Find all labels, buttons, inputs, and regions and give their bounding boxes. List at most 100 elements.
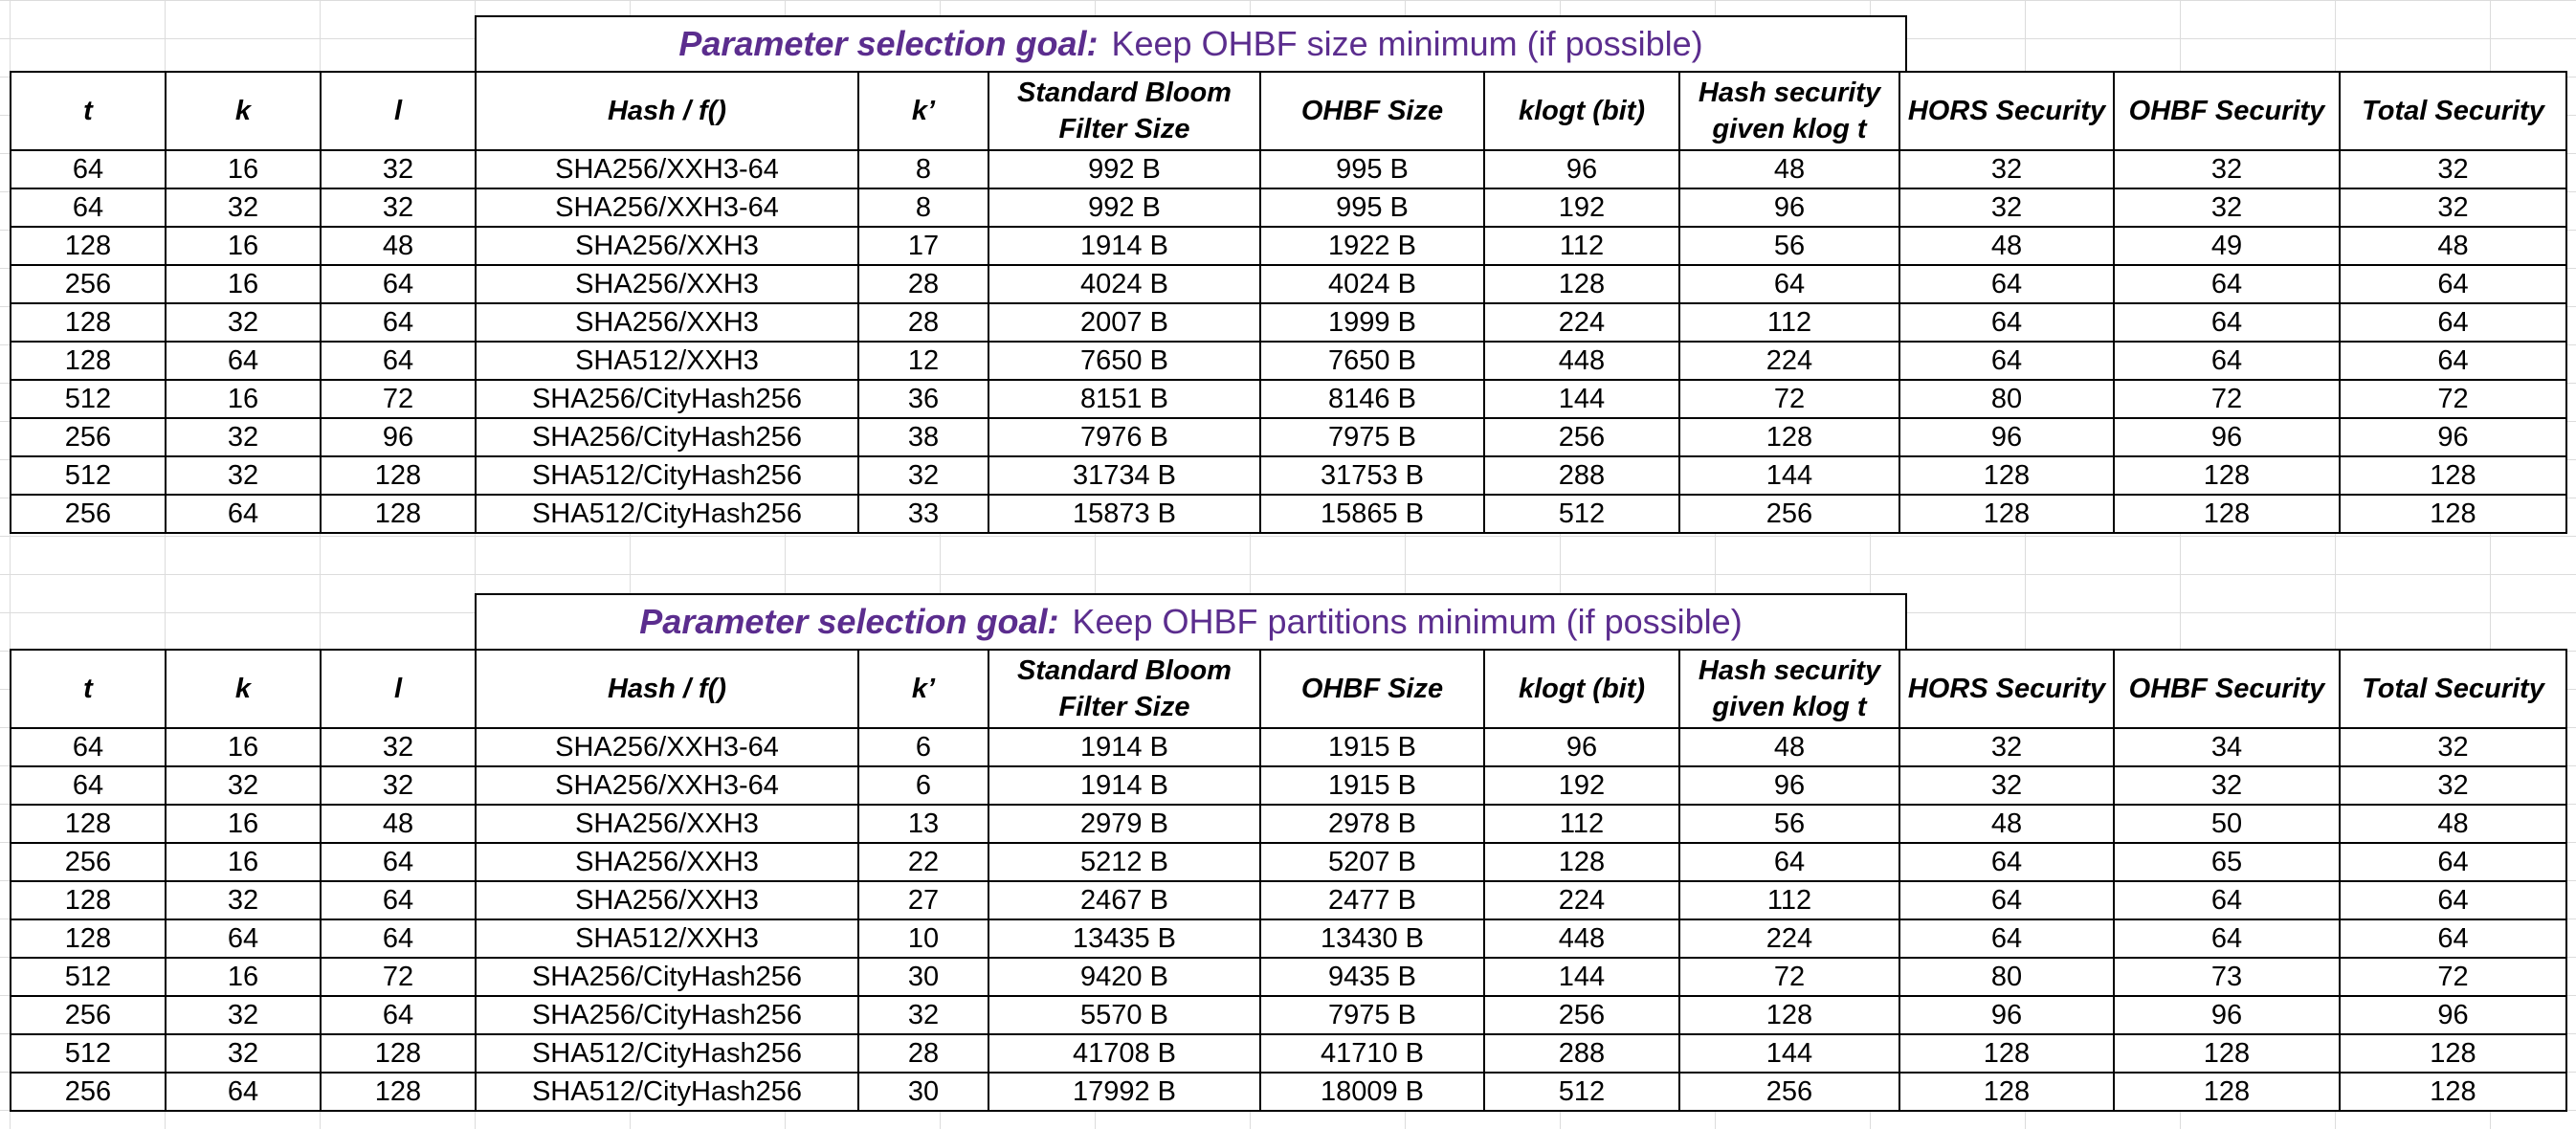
table-cell: 64: [1678, 264, 1900, 304]
table-cell: 64: [1899, 302, 2115, 343]
table-cell: 64: [1899, 264, 2115, 304]
table-cell: 32: [1899, 727, 2115, 767]
table-row: 128 32 64 SHA256/XXH3 27 2467 B 2477 B 224 112 64…: [10, 880, 2567, 920]
table-cell: 96: [2339, 417, 2567, 457]
table-cell: 72: [2339, 957, 2567, 997]
table-cell: 1915 B: [1259, 765, 1485, 806]
table-cell: 96: [2339, 995, 2567, 1035]
table-cell: 96: [1483, 727, 1680, 767]
table-cell: 12: [857, 341, 989, 381]
table-row: 128 64 64 SHA512/XXH3 12 7650 B 7650 B 448 224 64…: [10, 341, 2567, 381]
goal-label: Parameter selection goal:: [639, 602, 1059, 641]
table-cell: 48: [1899, 804, 2115, 844]
table-cell: 7650 B: [988, 341, 1261, 381]
column-header: klogt (bit): [1483, 71, 1680, 151]
table-cell: 192: [1483, 765, 1680, 806]
table-cell: 128: [1483, 842, 1680, 882]
table-cell: 32: [1899, 188, 2115, 228]
table-cell: 256: [10, 1072, 167, 1112]
table-cell: SHA512/CityHash256: [475, 494, 859, 534]
table-cell: 128: [2339, 1072, 2567, 1112]
table-cell: 16: [165, 149, 322, 189]
table-cell: 256: [10, 995, 167, 1035]
table-cell: 15865 B: [1259, 494, 1485, 534]
table-cell: 224: [1483, 880, 1680, 920]
column-header: Standard Bloom Filter Size: [988, 649, 1261, 729]
table-cell: 32: [165, 302, 322, 343]
table-cell: 64: [10, 149, 167, 189]
table-cell: 96: [1899, 417, 2115, 457]
table-cell: 8146 B: [1259, 379, 1485, 419]
table-cell: 17992 B: [988, 1072, 1261, 1112]
table-cell: 7975 B: [1259, 995, 1485, 1035]
table-cell: 32: [2113, 765, 2341, 806]
table-cell: SHA512/CityHash256: [475, 1072, 859, 1112]
table-cell: 2477 B: [1259, 880, 1485, 920]
table-cell: 4024 B: [988, 264, 1261, 304]
table-cell: 128: [2339, 1033, 2567, 1074]
table-cell: 64: [320, 842, 477, 882]
table-cell: 28: [857, 264, 989, 304]
table-cell: 144: [1483, 957, 1680, 997]
table-cell: 1914 B: [988, 765, 1261, 806]
table-cell: 32: [2339, 188, 2567, 228]
table-cell: 13: [857, 804, 989, 844]
table-cell: 64: [320, 995, 477, 1035]
table-cell: 2979 B: [988, 804, 1261, 844]
table-cell: 16: [165, 226, 322, 266]
table-cell: 10: [857, 919, 989, 959]
table-cell: 5570 B: [988, 995, 1261, 1035]
table-cell: 1914 B: [988, 727, 1261, 767]
table-cell: 96: [1483, 149, 1680, 189]
table-cell: 128: [1899, 455, 2115, 496]
table-cell: 32: [165, 1033, 322, 1074]
table-cell: 32: [165, 995, 322, 1035]
table-row: 64 16 32 SHA256/XXH3-64 6 1914 B 1915 B 96 48 32 3…: [10, 727, 2567, 767]
table-cell: 256: [10, 264, 167, 304]
table-cell: 128: [10, 226, 167, 266]
table-cell: 32: [1899, 149, 2115, 189]
table-cell: 72: [320, 379, 477, 419]
table-cell: 56: [1678, 226, 1900, 266]
table-cell: 128: [1899, 494, 2115, 534]
table-cell: 64: [2339, 302, 2567, 343]
table-cell: 49: [2113, 226, 2341, 266]
table-cell: 64: [10, 765, 167, 806]
table-cell: 64: [165, 341, 322, 381]
table-cell: 144: [1678, 455, 1900, 496]
table-cell: 128: [2113, 494, 2341, 534]
column-header: Hash / f(): [475, 649, 859, 729]
table-cell: 128: [2113, 455, 2341, 496]
header-row: t k l Hash / f() k’ Standard Bloom Filter Siz…: [10, 71, 2567, 151]
column-header: Hash / f(): [475, 71, 859, 151]
table-cell: 96: [1899, 995, 2115, 1035]
table-cell: 16: [165, 804, 322, 844]
table-cell: 48: [1678, 727, 1900, 767]
column-header: l: [320, 649, 477, 729]
table-cell: SHA256/XXH3-64: [475, 765, 859, 806]
table-cell: 128: [10, 302, 167, 343]
table-cell: 512: [10, 957, 167, 997]
table-cell: 64: [320, 880, 477, 920]
table-cell: 15873 B: [988, 494, 1261, 534]
table-cell: 128: [2113, 1072, 2341, 1112]
table-cell: 128: [1899, 1072, 2115, 1112]
table-cell: 112: [1678, 302, 1900, 343]
table-cell: 128: [1483, 264, 1680, 304]
table-cell: SHA256/XXH3: [475, 842, 859, 882]
table-row: 512 32 128 SHA512/CityHash256 32 31734 B 31753…: [10, 455, 2567, 496]
table-cell: 48: [320, 804, 477, 844]
table-cell: 28: [857, 302, 989, 343]
table-cell: 48: [320, 226, 477, 266]
table-cell: 1915 B: [1259, 727, 1485, 767]
table-cell: 96: [2113, 995, 2341, 1035]
column-header: t: [10, 71, 167, 151]
table-cell: 16: [165, 842, 322, 882]
parameter-table: t k l Hash / f() k’ Standard Bloom Filter Siz…: [10, 71, 2567, 534]
table-cell: 7976 B: [988, 417, 1261, 457]
table-cell: 32: [2113, 188, 2341, 228]
table-cell: SHA256/XXH3-64: [475, 727, 859, 767]
table-cell: 31753 B: [1259, 455, 1485, 496]
